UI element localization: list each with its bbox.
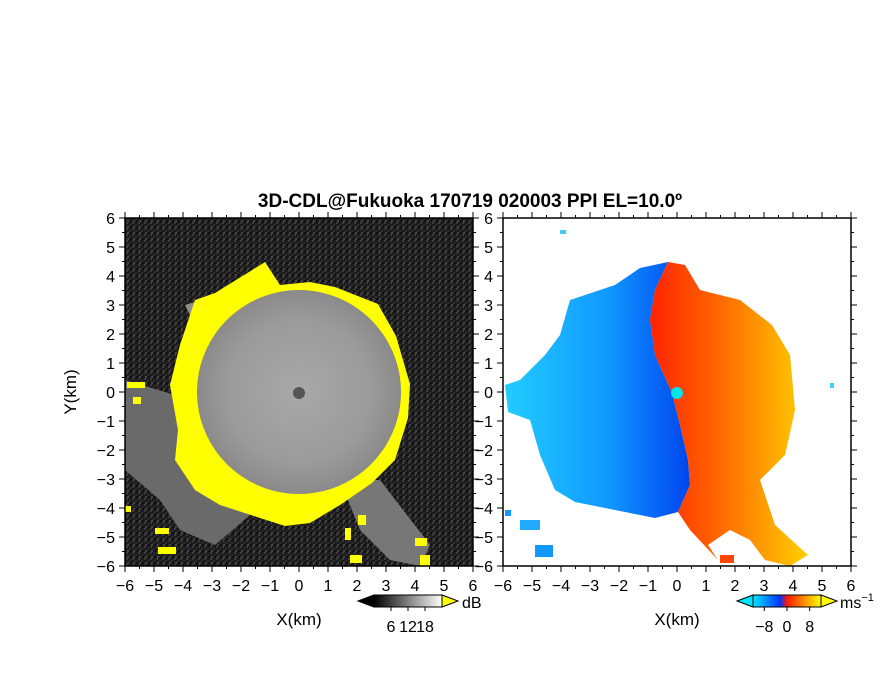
velocity-colorbar-unit: ms−1	[840, 592, 874, 612]
intensity-y-tick-label: 2	[106, 327, 115, 344]
intensity-y-axis-label: Y(km)	[61, 369, 80, 414]
intensity-y-tick-label: 4	[106, 269, 115, 286]
intensity-x-tick-label: −4	[174, 578, 192, 595]
intensity-y-tick-label: 0	[106, 385, 115, 402]
velocity-y-tick-label: 5	[484, 240, 493, 257]
velocity-y-tick-label: −1	[475, 414, 493, 431]
velocity-x-tick-label: 2	[731, 578, 740, 595]
intensity-colorbar-unit: dB	[462, 595, 482, 612]
intensity-x-tick-label: 1	[324, 578, 333, 595]
intensity-x-tick-label: 4	[411, 578, 420, 595]
velocity-colorbar: −8 0 8 ms−1	[735, 592, 874, 636]
velocity-speckles	[505, 230, 834, 563]
velocity-radar-center	[671, 387, 683, 399]
velocity-x-tick-label: 3	[760, 578, 769, 595]
velocity-y-tick-label: 6	[484, 211, 493, 228]
velocity-receding-region	[650, 262, 808, 566]
velocity-colorbar-unit-exponent: −1	[861, 592, 874, 604]
intensity-y-tick-label: −4	[97, 501, 115, 518]
figure-title: 3D-CDL@Fukuoka 170719 020003 PPI EL=10.0…	[258, 191, 682, 212]
intensity-y-tick-label: −3	[97, 472, 115, 489]
velocity-x-tick-label: −5	[523, 578, 541, 595]
velocity-y-tick-labels: −6 −5 −4 −3 −2 −1 0 1 2 3 4 5 6	[475, 211, 493, 576]
velocity-colorbar-gradient	[752, 594, 822, 608]
intensity-colorbar-ticks: 6 12 18	[387, 607, 434, 636]
velocity-colorbar-high-arrow	[820, 594, 839, 608]
intensity-field	[125, 218, 473, 566]
velocity-y-tick-label: 0	[484, 385, 493, 402]
intensity-lower-right-plume	[340, 480, 430, 566]
velocity-colorbar-tick-label: −8	[755, 619, 773, 636]
velocity-x-tick-label: 6	[847, 578, 856, 595]
velocity-y-tick-label: −6	[475, 559, 493, 576]
intensity-radar-center	[293, 387, 305, 399]
intensity-panel: −6 −5 −4 −3 −2 −1 0 1 2 3 4 5 6 −6−5−4−3−2−10123456 …	[61, 211, 479, 629]
velocity-panel: −6 −5 −4 −3 −2 −1 0 1 2 3 4 5 6 −6−5−4−3−2−10123456 …	[475, 211, 857, 629]
intensity-x-tick-label: −3	[203, 578, 221, 595]
intensity-x-tick-label: 5	[440, 578, 449, 595]
velocity-x-tick-label: 4	[789, 578, 798, 595]
intensity-colorbar-low-arrow	[356, 594, 375, 608]
intensity-ticks	[119, 212, 479, 572]
intensity-x-tick-label: −1	[261, 578, 279, 595]
intensity-x-tick-label: 3	[382, 578, 391, 595]
velocity-y-tick-label: 4	[484, 269, 493, 286]
velocity-y-tick-label: 3	[484, 298, 493, 315]
intensity-y-tick-label: −5	[97, 530, 115, 547]
velocity-x-tick-label: −2	[610, 578, 628, 595]
intensity-y-tick-labels: −6 −5 −4 −3 −2 −1 0 1 2 3 4 5 6	[97, 211, 115, 576]
intensity-colorbar-tick-label: 12	[399, 619, 417, 636]
intensity-y-tick-label: 6	[106, 211, 115, 228]
velocity-x-tick-label: −3	[581, 578, 599, 595]
velocity-colorbar-unit-base: ms	[840, 595, 861, 612]
intensity-y-tick-label: 1	[106, 356, 115, 373]
intensity-y-tick-label: 5	[106, 240, 115, 257]
intensity-y-tick-label: −2	[97, 443, 115, 460]
velocity-colorbar-low-arrow	[735, 594, 754, 608]
intensity-colorbar-tick-label: 6	[387, 619, 396, 636]
intensity-x-tick-label: −6	[116, 578, 134, 595]
velocity-y-tick-label: −4	[475, 501, 493, 518]
intensity-y-tick-label: −6	[97, 559, 115, 576]
velocity-y-tick-label: −2	[475, 443, 493, 460]
velocity-x-tick-label: 0	[673, 578, 682, 595]
velocity-ticks	[497, 212, 857, 572]
velocity-x-axis-label: X(km)	[654, 610, 699, 629]
velocity-x-tick-label: 1	[702, 578, 711, 595]
velocity-colorbar-ticks: −8 0 8	[755, 607, 814, 636]
intensity-edge-speckles	[125, 285, 430, 566]
velocity-approaching-region	[505, 262, 690, 518]
velocity-y-tick-label: 1	[484, 356, 493, 373]
intensity-x-tick-label: 6	[469, 578, 478, 595]
intensity-x-tick-label: 0	[295, 578, 304, 595]
intensity-x-tick-label: −5	[145, 578, 163, 595]
velocity-y-tick-label: 2	[484, 327, 493, 344]
intensity-x-axis-label: X(km)	[276, 610, 321, 629]
intensity-y-tick-label: −1	[97, 414, 115, 431]
velocity-x-tick-label: −6	[494, 578, 512, 595]
intensity-x-tick-label: 2	[353, 578, 362, 595]
velocity-field	[503, 218, 851, 566]
intensity-colorbar: 6 12 18 dB	[356, 594, 482, 636]
intensity-colorbar-tick-label: 18	[416, 619, 434, 636]
velocity-y-tick-label: −3	[475, 472, 493, 489]
velocity-x-tick-labels: −6 −5 −4 −3 −2 −1 0 1 2 3 4 5 6	[494, 578, 856, 595]
intensity-colorbar-high-arrow	[441, 594, 460, 608]
intensity-x-tick-label: −2	[232, 578, 250, 595]
intensity-x-tick-labels: −6 −5 −4 −3 −2 −1 0 1 2 3 4 5 6	[116, 578, 478, 595]
intensity-y-tick-label: 3	[106, 298, 115, 315]
intensity-colorbar-gradient	[373, 594, 443, 608]
velocity-x-tick-label: −4	[552, 578, 570, 595]
velocity-colorbar-tick-label: 0	[783, 619, 792, 636]
velocity-y-tick-label: −5	[475, 530, 493, 547]
velocity-colorbar-tick-label: 8	[805, 619, 814, 636]
velocity-x-tick-label: −1	[639, 578, 657, 595]
velocity-x-tick-label: 5	[818, 578, 827, 595]
